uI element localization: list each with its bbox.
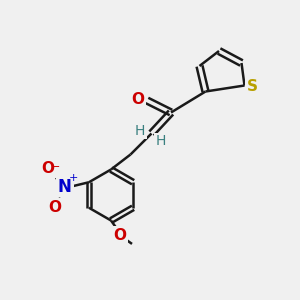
Text: O: O [131,92,145,106]
Text: H: H [155,134,166,148]
Text: +: + [69,173,78,183]
Text: H: H [135,124,145,137]
Text: S: S [247,80,257,94]
Text: N: N [58,178,72,196]
Text: −: − [51,162,61,172]
Text: O: O [48,200,61,215]
Text: O: O [41,161,54,176]
Text: O: O [113,228,127,243]
